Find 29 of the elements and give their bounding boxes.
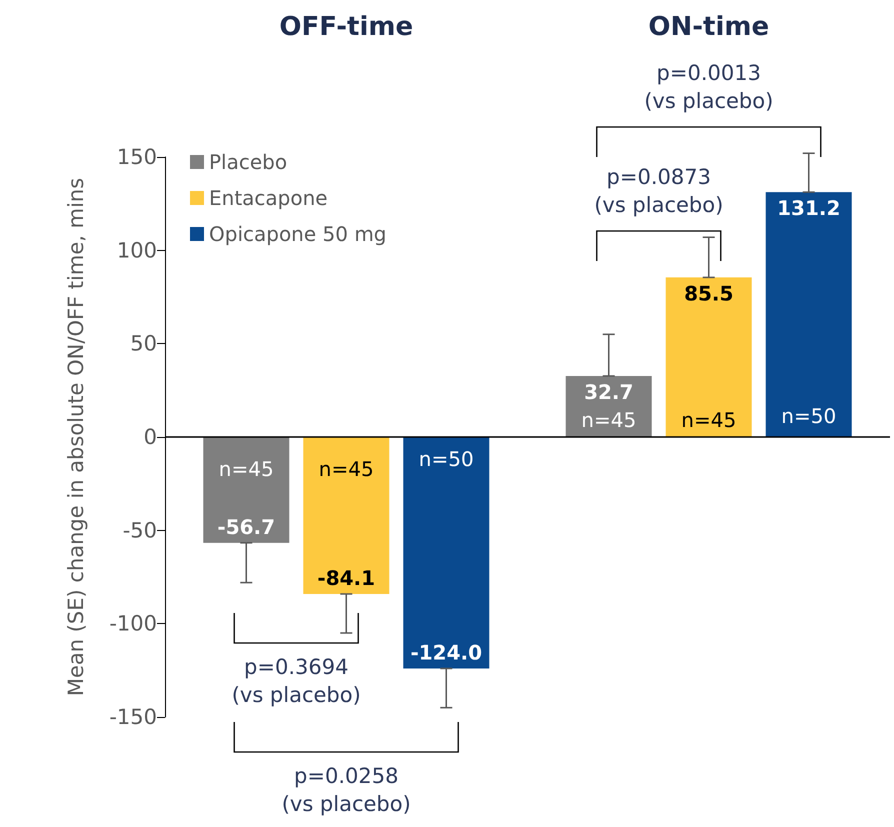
- y-tick-label: -50: [122, 518, 157, 542]
- y-tick-label: -150: [109, 705, 157, 729]
- text: p=0.0258 (vs placebo): [282, 763, 411, 818]
- legend-label: Entacapone: [209, 186, 328, 210]
- data-label: -124.0: [410, 640, 482, 664]
- annotation: n=50: [781, 404, 836, 428]
- annotation: n=45: [218, 456, 274, 481]
- data-label: 131.2: [777, 196, 840, 220]
- annotation: n=45: [318, 456, 374, 481]
- annotation: n=50: [418, 447, 474, 472]
- annotation: n=45: [681, 408, 736, 432]
- x-tick-label: OFF-time: [279, 12, 414, 42]
- text: p=0.0013 (vs placebo): [644, 60, 774, 115]
- y-tick-label: 0: [144, 425, 157, 449]
- y-tick-label: 50: [130, 332, 157, 356]
- data-label: 32.7: [584, 380, 634, 404]
- y-tick-label: -100: [109, 612, 157, 636]
- data-label: -84.1: [317, 566, 376, 590]
- x-tick-label: ON-time: [648, 12, 770, 42]
- annotation: p=0.0873 (vs placebo): [594, 164, 724, 219]
- annotation: n=45: [581, 408, 636, 432]
- data-label: 85.5: [684, 281, 734, 306]
- y-tick-label: 150: [116, 145, 157, 169]
- data-label: -56.7: [217, 514, 276, 539]
- legend-label: Opicapone 50 mg: [209, 222, 386, 246]
- y-axis-title: Mean (SE) change in absolute ON/OFF time, mins: [64, 178, 88, 696]
- y-tick-label: 100: [116, 238, 157, 262]
- annotation: p=0.3694 (vs placebo): [232, 654, 361, 709]
- legend-label: Placebo: [209, 150, 288, 174]
